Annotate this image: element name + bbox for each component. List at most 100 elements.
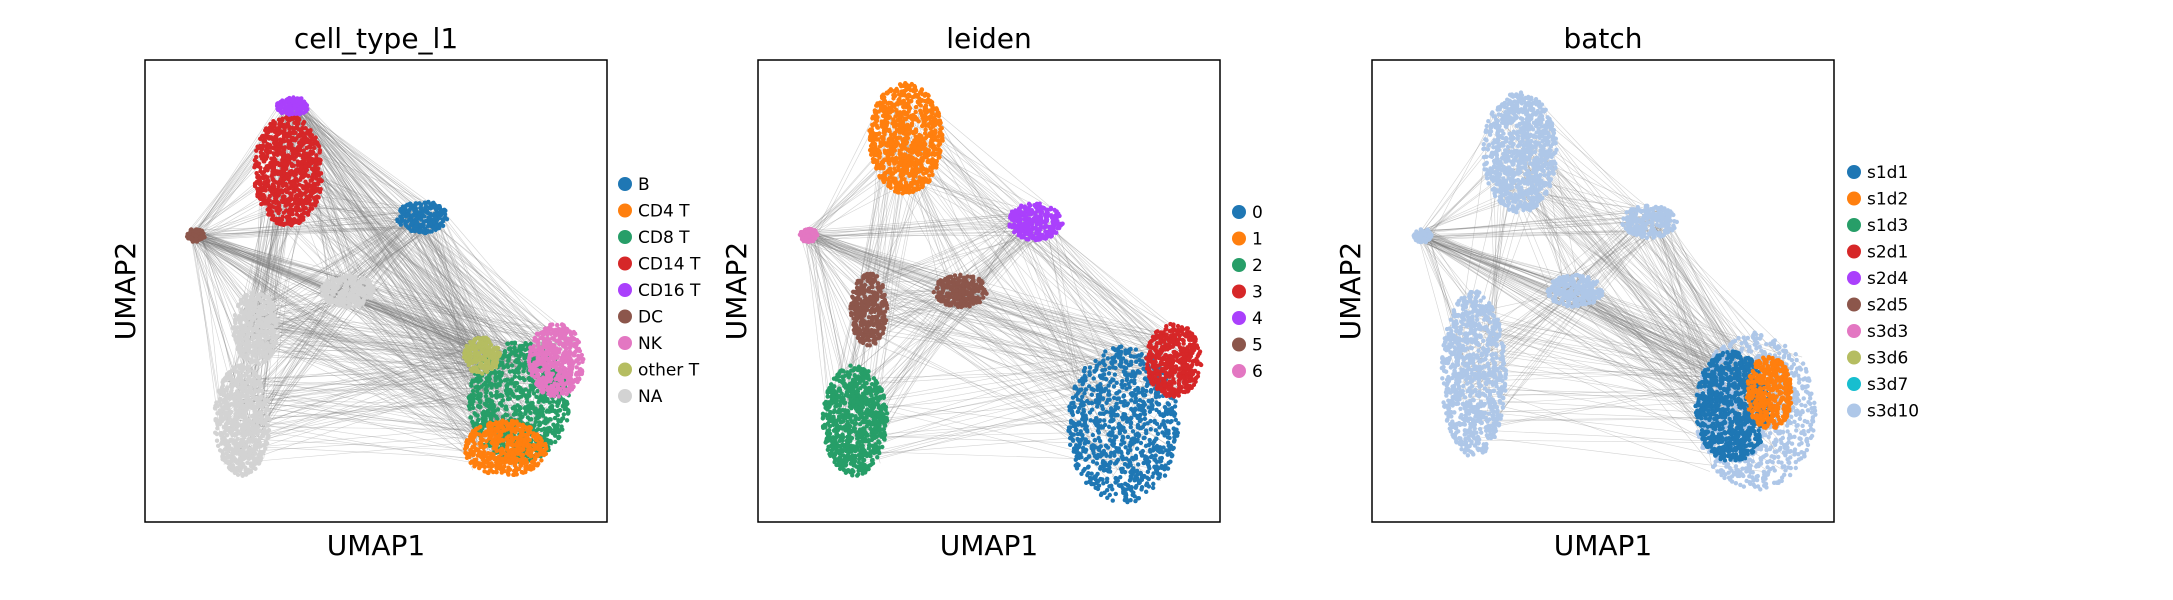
data-point — [268, 145, 274, 150]
data-point — [316, 187, 322, 193]
data-point — [301, 217, 306, 222]
data-point — [559, 424, 564, 429]
edge — [251, 306, 505, 421]
data-point — [256, 296, 261, 302]
edge — [405, 229, 566, 350]
data-point — [298, 164, 304, 170]
data-point — [535, 427, 541, 432]
data-point — [531, 391, 537, 396]
data-point — [282, 126, 287, 132]
data-point — [308, 184, 313, 190]
edge — [242, 368, 487, 401]
data-point — [254, 154, 259, 160]
data-point — [505, 377, 510, 382]
data-point — [273, 200, 278, 206]
edge — [195, 233, 562, 386]
data-point — [200, 233, 205, 239]
data-point — [397, 219, 402, 225]
edge — [299, 110, 543, 372]
data-point — [557, 408, 563, 413]
data-point — [503, 404, 509, 409]
edge — [197, 232, 555, 343]
edge — [302, 106, 491, 448]
data-point — [243, 466, 248, 472]
edge — [197, 231, 557, 351]
data-point — [541, 452, 547, 458]
data-point — [249, 311, 254, 317]
edge — [195, 235, 486, 442]
data-point — [311, 181, 317, 186]
data-point — [285, 171, 290, 177]
data-point — [251, 430, 257, 435]
edge — [261, 373, 484, 406]
data-point — [254, 442, 259, 447]
edge — [241, 326, 513, 387]
edge — [232, 205, 422, 420]
data-point — [513, 442, 519, 448]
edge — [298, 113, 481, 353]
data-point — [426, 199, 431, 205]
edge — [255, 297, 343, 405]
edge — [188, 233, 485, 444]
data-point — [305, 151, 310, 156]
data-point — [294, 208, 299, 213]
data-point — [259, 420, 264, 426]
data-point — [263, 198, 268, 204]
data-point — [483, 443, 489, 449]
data-point — [494, 465, 499, 471]
edge — [252, 330, 491, 382]
data-point — [480, 457, 486, 462]
data-point — [345, 283, 350, 288]
edge — [201, 230, 477, 448]
edge — [202, 236, 221, 407]
data-point — [253, 461, 258, 467]
data-point — [309, 206, 315, 211]
data-point — [494, 395, 499, 400]
data-point — [512, 472, 517, 478]
edge — [307, 145, 487, 370]
data-point — [296, 127, 301, 132]
data-point — [347, 302, 353, 308]
data-point — [252, 353, 257, 358]
data-point — [226, 410, 232, 415]
data-point — [530, 447, 535, 453]
data-point — [286, 196, 292, 202]
data-point — [485, 428, 491, 434]
edge — [292, 100, 537, 384]
edge — [282, 101, 433, 219]
edge — [418, 218, 470, 346]
data-point — [500, 418, 505, 423]
data-point — [259, 451, 265, 456]
data-point — [464, 438, 470, 443]
data-point — [531, 433, 536, 438]
data-point — [264, 306, 269, 311]
data-point — [296, 96, 302, 101]
edge — [313, 195, 409, 208]
data-point — [278, 137, 283, 142]
edge — [299, 111, 478, 436]
edge — [293, 127, 487, 346]
edge — [406, 222, 539, 343]
data-point — [265, 423, 271, 428]
edge — [250, 446, 518, 461]
data-point — [275, 333, 280, 338]
data-point — [516, 375, 522, 380]
edge — [284, 99, 431, 209]
data-point — [250, 439, 255, 444]
data-point — [352, 299, 357, 305]
data-point — [222, 376, 228, 381]
edge — [274, 157, 541, 377]
data-point — [268, 210, 274, 216]
data-point — [233, 320, 238, 326]
data-point — [269, 135, 274, 140]
edge — [355, 293, 477, 365]
data-point — [347, 295, 353, 300]
edge — [202, 238, 476, 342]
edge — [259, 377, 497, 433]
data-point — [253, 324, 258, 329]
data-point — [467, 406, 472, 412]
data-point — [483, 394, 489, 399]
edge — [262, 213, 416, 319]
data-point — [443, 215, 448, 220]
edge — [188, 235, 498, 471]
